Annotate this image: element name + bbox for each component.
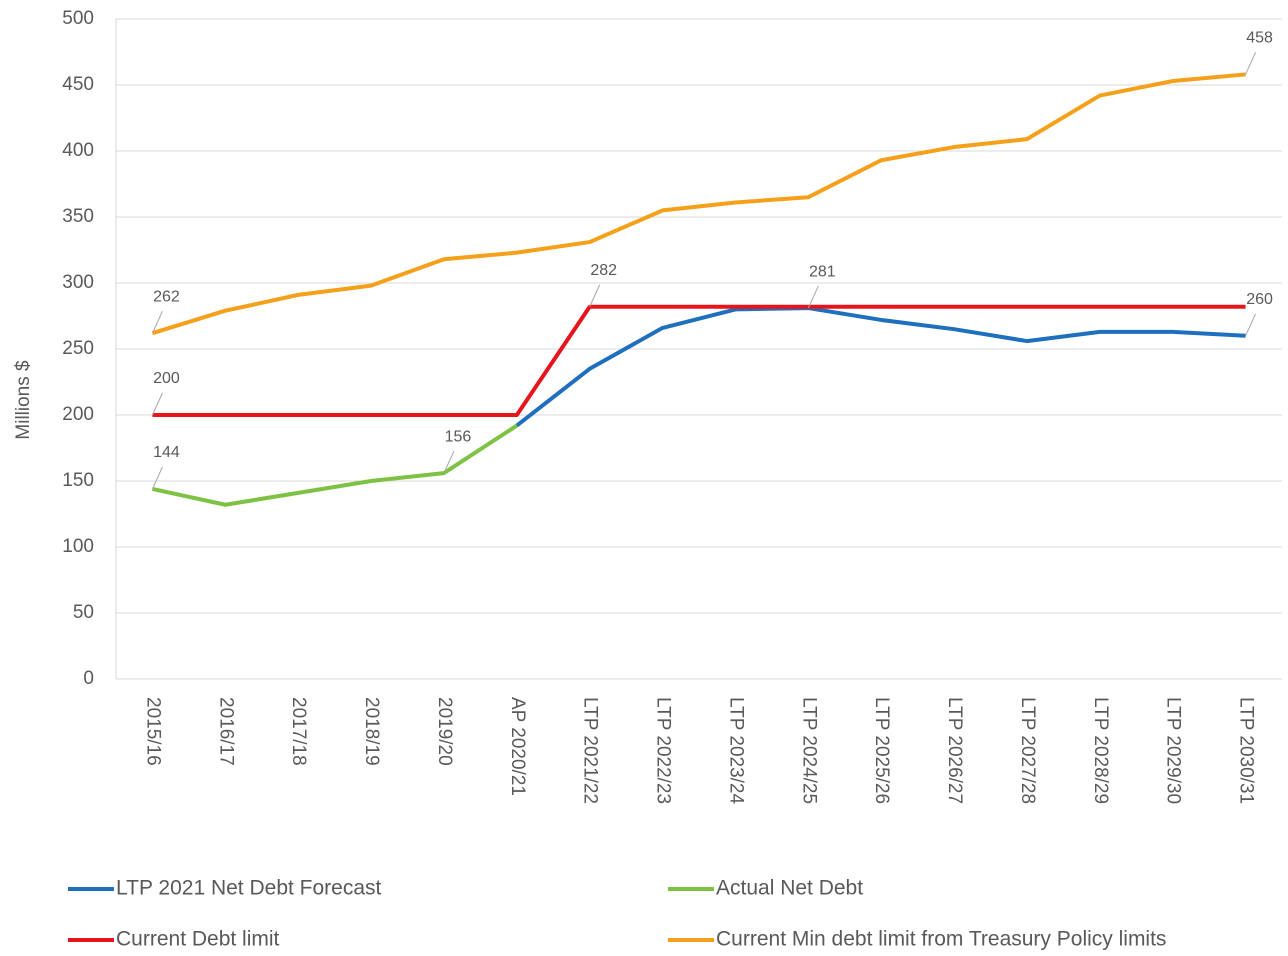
legend-label: Current Min debt limit from Treasury Pol… [716,928,1166,951]
x-tick-label: LTP 2027/28 [1017,697,1038,804]
x-tick-label: LTP 2023/24 [725,697,746,804]
series-line [515,306,1246,428]
y-tick-label: 150 [62,470,94,491]
series-line [152,304,1246,417]
y-axis-label: Millions $ [13,360,34,440]
series-line [151,72,1246,336]
x-tick-label: LTP 2029/30 [1163,697,1184,804]
data-label: 200 [153,370,180,387]
leader-line [151,310,163,334]
y-tick-label: 300 [62,272,94,293]
data-label: 260 [1246,291,1273,308]
x-tick-label: LTP 2025/26 [871,697,892,804]
y-tick-label: 100 [62,536,94,557]
y-tick-label: 500 [62,8,94,29]
y-tick-label: 400 [62,140,94,161]
data-label: 282 [590,262,617,279]
leader-line [807,285,819,309]
data-label: 262 [153,288,180,305]
x-tick-label: LTP 2030/31 [1236,697,1257,804]
x-tick-label: 2017/18 [288,697,309,766]
y-tick-label: 350 [62,206,94,227]
x-tick-label: LTP 2024/25 [798,697,819,804]
x-tick-label: LTP 2026/27 [944,697,965,804]
x-tick-label: LTP 2022/23 [653,697,674,804]
leader-line [151,392,163,416]
x-tick-label: 2016/17 [215,697,236,766]
x-tick-label: LTP 2021/22 [580,697,601,804]
legend-label: Current Debt limit [116,928,280,951]
x-tick-label: 2015/16 [142,697,163,766]
data-label: 156 [445,428,472,445]
y-tick-label: 50 [73,602,94,623]
series-line [152,423,518,507]
legend-label: Actual Net Debt [716,877,863,900]
y-tick-label: 0 [83,668,94,689]
leader-line [589,284,601,307]
x-tick-label: LTP 2028/29 [1090,697,1111,804]
x-tick-label: 2018/19 [361,697,382,766]
y-tick-label: 250 [62,338,94,359]
x-tick-label: AP 2020/21 [507,697,528,796]
leader-line [151,466,163,490]
leader-line [1245,313,1257,337]
legend-label: LTP 2021 Net Debt Forecast [116,877,382,900]
y-tick-label: 450 [62,74,94,95]
data-label: 144 [153,444,180,461]
y-tick-label: 200 [62,404,94,425]
leader-line [443,450,455,474]
data-label: 458 [1246,30,1273,47]
data-label: 281 [809,263,836,280]
x-tick-label: 2019/20 [434,697,455,766]
leader-line [1245,52,1257,75]
